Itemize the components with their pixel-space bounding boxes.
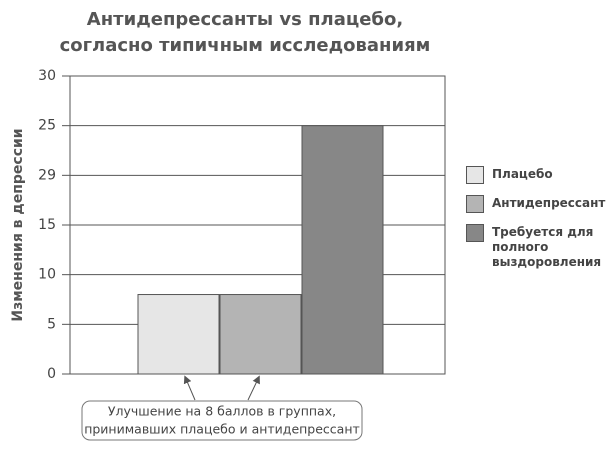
- annotation: Улучшение на 8 баллов в группах,: [108, 404, 336, 419]
- annotation-box: [81, 400, 363, 441]
- y-tick-label: 15: [38, 217, 56, 233]
- y-tick-label: 10: [38, 267, 56, 283]
- legend-swatch: [466, 166, 484, 184]
- legend-label: Требуется для полного выздоровления: [492, 225, 602, 269]
- y-axis-label: Изменения в депрессии: [10, 128, 26, 321]
- y-tick-label: 5: [47, 316, 56, 332]
- annotation: принимавших плацебо и антидепрессант: [84, 422, 360, 437]
- legend-item: Требуется для полного выздоровления: [466, 224, 611, 270]
- arrow: [183, 375, 196, 401]
- legend: Плацебо Антидепрессант Требуется для полно…: [466, 166, 611, 281]
- chart-title: согласно типичным исследованиям: [60, 35, 431, 56]
- arrow: [247, 375, 260, 401]
- bar: [301, 125, 384, 375]
- y-tick-label: 25: [38, 118, 56, 134]
- legend-swatch: [466, 195, 484, 213]
- legend-swatch: [466, 224, 484, 242]
- chart-title: Антидепрессанты vs плацебо,: [87, 9, 403, 30]
- legend-item: Плацебо: [466, 166, 611, 184]
- legend-item: Антидепрессант: [466, 195, 611, 213]
- legend-label: Антидепрессант: [492, 196, 606, 210]
- legend-label: Плацебо: [492, 167, 553, 181]
- y-tick-label: 0: [47, 366, 56, 382]
- y-tick-label: 30: [38, 68, 56, 84]
- bar: [137, 294, 220, 375]
- y-tick-label: 29: [38, 167, 56, 183]
- bar: [219, 294, 302, 375]
